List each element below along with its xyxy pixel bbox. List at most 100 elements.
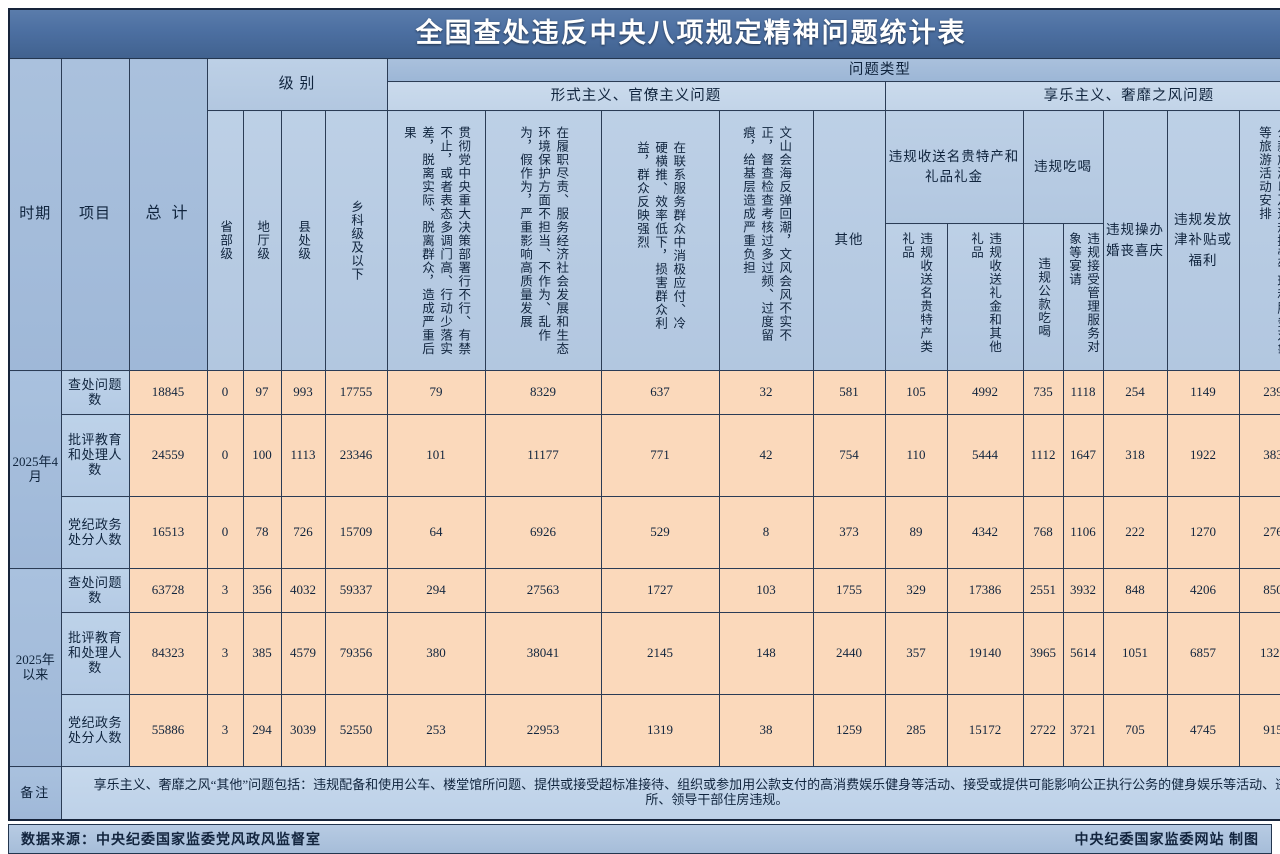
cell-value: 27563 <box>485 569 601 613</box>
statistics-table: 全国查处违反中央八项规定精神问题统计表 时期 项目 总 计 级 别 问题类型 <box>8 8 1280 821</box>
table-row: 批评教育和处理人数 24559 0 100 1113 23346 101 111… <box>9 415 1280 497</box>
table-row: 2025年4月 查处问题数 18845 0 97 993 17755 79 83… <box>9 371 1280 415</box>
cell-value: 59337 <box>325 569 387 613</box>
header-group-hedonism: 享乐主义、奢靡之风问题 <box>885 82 1280 111</box>
cell-value: 103 <box>719 569 813 613</box>
header-level-di-ting: 地厅级 <box>243 111 281 371</box>
header-hedonism-group-dining: 违规吃喝 <box>1023 111 1103 224</box>
header-formalism-col-4: 文山会海反弹回潮，文风会风不实不正，督查检查考核过多过频、过度留痕，给基层造成严… <box>719 111 813 371</box>
cell-value: 4745 <box>1167 695 1239 767</box>
cell-value: 771 <box>601 415 719 497</box>
remark-label: 备注 <box>9 767 61 821</box>
cell-value: 1149 <box>1167 371 1239 415</box>
cell-value: 1270 <box>1167 497 1239 569</box>
cell-value: 16513 <box>129 497 207 569</box>
header-level-xian-chu: 县处级 <box>281 111 325 371</box>
cell-value: 105 <box>885 371 947 415</box>
header-dining-banquet: 违规接受管理服务对象等宴请 <box>1063 224 1103 371</box>
cell-value: 15172 <box>947 695 1023 767</box>
cell-value: 357 <box>885 613 947 695</box>
header-hedonism-wedding: 违规操办婚丧喜庆 <box>1103 111 1167 371</box>
period-label-2: 2025年以来 <box>9 569 61 767</box>
header-gift-cash: 违规收送礼金和其他礼品 <box>947 224 1023 371</box>
cell-value: 0 <box>207 371 243 415</box>
header-formalism-col-3: 在联系服务群众中消极应付、冷硬横推、效率低下，损害群众利益，群众反映强烈 <box>601 111 719 371</box>
cell-value: 356 <box>243 569 281 613</box>
cell-value: 2551 <box>1023 569 1063 613</box>
cell-value: 705 <box>1103 695 1167 767</box>
header-level-group: 级 别 <box>207 59 387 111</box>
cell-value: 276 <box>1239 497 1280 569</box>
header-total: 总 计 <box>129 59 207 371</box>
item-label: 党纪政务处分人数 <box>61 497 129 569</box>
cell-value: 2440 <box>813 613 885 695</box>
cell-value: 3965 <box>1023 613 1063 695</box>
cell-value: 1259 <box>813 695 885 767</box>
cell-value: 754 <box>813 415 885 497</box>
header-level-sheng-bu: 省部级 <box>207 111 243 371</box>
item-label: 查处问题数 <box>61 569 129 613</box>
cell-value: 42 <box>719 415 813 497</box>
cell-value: 6857 <box>1167 613 1239 695</box>
cell-value: 1319 <box>601 695 719 767</box>
cell-value: 110 <box>885 415 947 497</box>
page-title: 全国查处违反中央八项规定精神问题统计表 <box>416 18 967 48</box>
cell-value: 0 <box>207 497 243 569</box>
cell-value: 318 <box>1103 415 1167 497</box>
cell-value: 4206 <box>1167 569 1239 613</box>
cell-value: 19140 <box>947 613 1023 695</box>
table-row: 2025年以来 查处问题数 63728 3 356 4032 59337 294… <box>9 569 1280 613</box>
cell-value: 38 <box>719 695 813 767</box>
item-label: 党纪政务处分人数 <box>61 695 129 767</box>
cell-value: 8 <box>719 497 813 569</box>
cell-value: 18845 <box>129 371 207 415</box>
cell-value: 22953 <box>485 695 601 767</box>
cell-value: 222 <box>1103 497 1167 569</box>
cell-value: 79356 <box>325 613 387 695</box>
cell-value: 285 <box>885 695 947 767</box>
cell-value: 329 <box>885 569 947 613</box>
cell-value: 32 <box>719 371 813 415</box>
remark-text: 享乐主义、奢靡之风“其他”问题包括：违规配备和使用公车、楼堂馆所问题、提供或接受… <box>62 778 1280 808</box>
remark-row: 备注 享乐主义、奢靡之风“其他”问题包括：违规配备和使用公车、楼堂馆所问题、提供… <box>9 767 1280 821</box>
cell-value: 254 <box>1103 371 1167 415</box>
cell-value: 294 <box>243 695 281 767</box>
header-formalism-col-2: 在履职尽责、服务经济社会发展和生态环境保护方面不担当、不作为、乱作为，假作为，严… <box>485 111 601 371</box>
cell-value: 1051 <box>1103 613 1167 695</box>
cell-value: 5444 <box>947 415 1023 497</box>
cell-value: 148 <box>719 613 813 695</box>
source-right: 中央纪委国家监委网站 制图 <box>1075 829 1260 849</box>
cell-value: 768 <box>1023 497 1063 569</box>
header-formalism-col-other: 其他 <box>813 111 885 371</box>
cell-value: 4342 <box>947 497 1023 569</box>
cell-value: 2722 <box>1023 695 1063 767</box>
cell-value: 84323 <box>129 613 207 695</box>
header-problem-type: 问题类型 <box>387 59 1280 82</box>
cell-value: 1647 <box>1063 415 1103 497</box>
cell-value: 529 <box>601 497 719 569</box>
cell-value: 253 <box>387 695 485 767</box>
cell-value: 64 <box>387 497 485 569</box>
cell-value: 848 <box>1103 569 1167 613</box>
cell-value: 915 <box>1239 695 1280 767</box>
table-row: 党纪政务处分人数 55886 3 294 3039 52550 253 2295… <box>9 695 1280 767</box>
cell-value: 373 <box>813 497 885 569</box>
source-left: 数据来源：中央纪委国家监委党风政风监督室 <box>21 829 321 849</box>
item-label: 批评教育和处理人数 <box>61 613 129 695</box>
cell-value: 239 <box>1239 371 1280 415</box>
cell-value: 993 <box>281 371 325 415</box>
cell-value: 3932 <box>1063 569 1103 613</box>
cell-value: 17386 <box>947 569 1023 613</box>
cell-value: 385 <box>243 613 281 695</box>
cell-value: 38041 <box>485 613 601 695</box>
cell-value: 1922 <box>1167 415 1239 497</box>
cell-value: 6926 <box>485 497 601 569</box>
header-period: 时期 <box>9 59 61 371</box>
title-row: 全国查处违反中央八项规定精神问题统计表 <box>9 9 1280 59</box>
cell-value: 726 <box>281 497 325 569</box>
cell-value: 63728 <box>129 569 207 613</box>
cell-value: 735 <box>1023 371 1063 415</box>
header-item: 项目 <box>61 59 129 371</box>
header-hedonism-allowance: 违规发放津补贴或福利 <box>1167 111 1239 371</box>
cell-value: 8329 <box>485 371 601 415</box>
